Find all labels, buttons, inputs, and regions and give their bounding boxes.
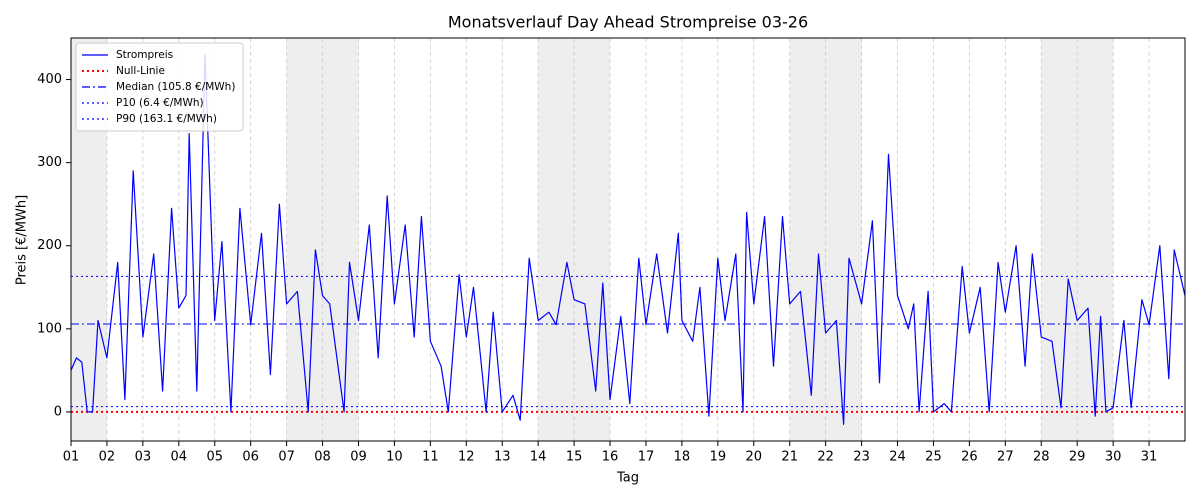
legend-label: Null-Linie: [116, 65, 165, 77]
y-tick-label: 200: [37, 238, 62, 253]
y-axis-label: Preis [€/MWh]: [15, 195, 30, 285]
x-tick-label: 19: [710, 450, 727, 465]
x-tick-label: 12: [458, 450, 475, 465]
weekend-span: [286, 38, 359, 441]
legend: Strompreis Null-Linie Median (105.8 €/MWh)…: [75, 42, 244, 132]
y-tick-label: 0: [54, 404, 62, 419]
plot-frame: [70, 37, 1186, 442]
y-tick-label: 400: [37, 72, 62, 87]
x-tick-label: 25: [925, 450, 942, 465]
x-tick-label: 17: [638, 450, 655, 465]
chart-title: Monatsverlauf Day Ahead Strompreise 03-2…: [448, 13, 808, 32]
x-tick-label: 29: [1069, 450, 1086, 465]
weekend-span: [1041, 38, 1114, 441]
weekend-span: [538, 38, 611, 441]
x-tick-label: 05: [206, 450, 223, 465]
x-tick-label: 16: [602, 450, 619, 465]
x-tick-label: 14: [530, 450, 547, 465]
x-tick-label: 23: [853, 450, 870, 465]
legend-label: P90 (163.1 €/MWh): [116, 113, 217, 125]
legend-box: [75, 42, 244, 132]
x-tick-label: 07: [278, 450, 295, 465]
legend-label: Median (105.8 €/MWh): [116, 81, 235, 93]
legend-label: P10 (6.4 €/MWh): [116, 97, 204, 109]
x-tick-label: 06: [242, 450, 259, 465]
price-line: [70, 54, 1186, 425]
x-tick-label: 04: [171, 450, 188, 465]
x-tick-label: 02: [99, 450, 116, 465]
x-tick-label: 31: [1141, 450, 1158, 465]
x-axis-label: Tag: [616, 471, 639, 486]
x-tick-label: 26: [961, 450, 978, 465]
x-tick-label: 10: [386, 450, 403, 465]
y-tick-label: 100: [37, 321, 62, 336]
legend-label: Strompreis: [116, 49, 173, 61]
x-tick-label: 18: [674, 450, 691, 465]
x-tick-label: 15: [566, 450, 583, 465]
weekend-span: [789, 38, 862, 441]
x-tick-label: 27: [997, 450, 1014, 465]
x-tick-label: 13: [494, 450, 511, 465]
x-tick-label: 24: [889, 450, 906, 465]
x-tick-label: 21: [781, 450, 798, 465]
x-tick-label: 28: [1033, 450, 1050, 465]
x-tick-label: 30: [1105, 450, 1122, 465]
x-tick-label: 09: [350, 450, 367, 465]
x-tick-label: 01: [63, 450, 80, 465]
x-tick-label: 20: [746, 450, 763, 465]
x-tick-label: 22: [817, 450, 834, 465]
x-tick-label: 08: [314, 450, 331, 465]
x-tick-label: 11: [422, 450, 439, 465]
x-tick-label: 03: [135, 450, 152, 465]
y-tick-label: 300: [37, 155, 62, 170]
